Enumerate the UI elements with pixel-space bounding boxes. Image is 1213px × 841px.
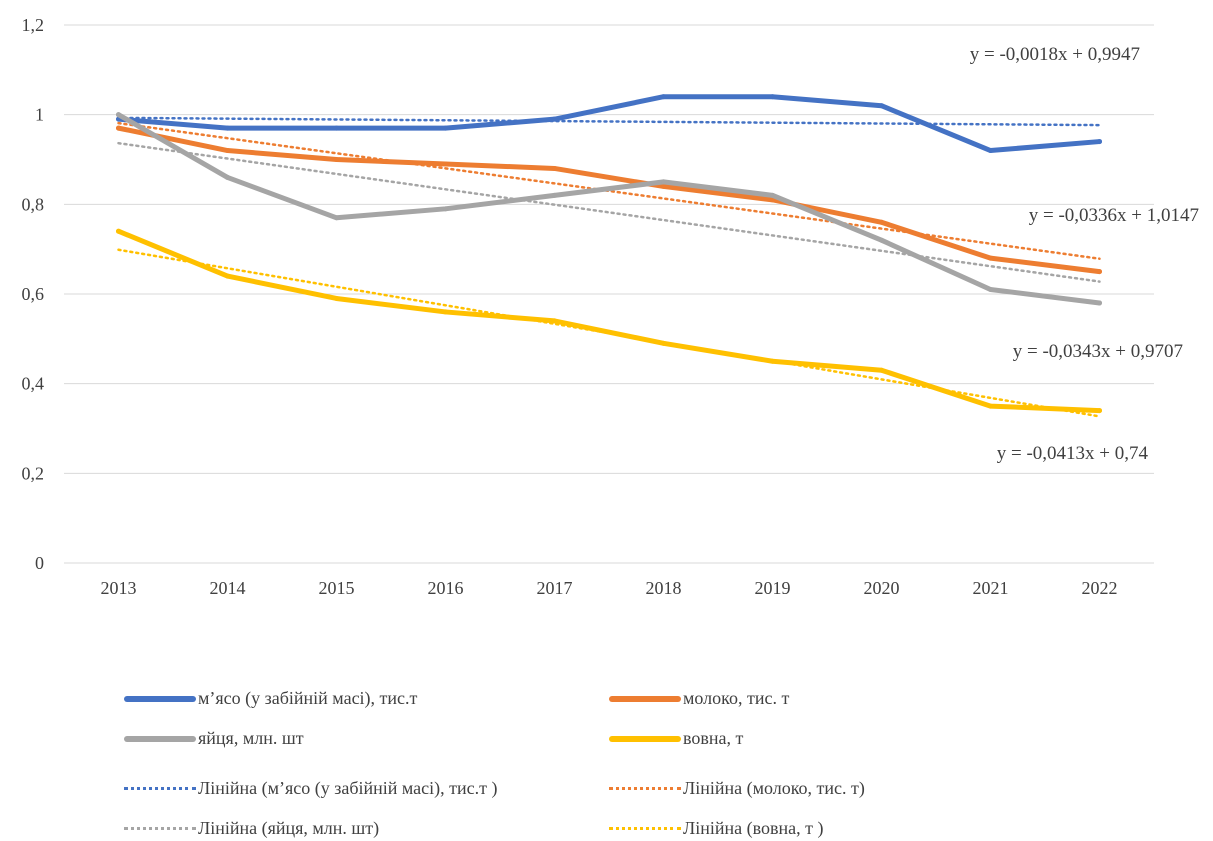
y-tick-label: 1,2: [22, 15, 45, 35]
legend-swatch-wool: [609, 733, 681, 745]
data-point-meat: [879, 103, 884, 109]
data-point-wool: [1097, 408, 1102, 414]
legend-item-trend-meat: Лінійна (м’ясо (у забійній масі), тис.т …: [124, 778, 498, 799]
data-point-eggs: [770, 192, 775, 198]
data-point-wool: [225, 273, 230, 279]
data-point-eggs: [552, 192, 557, 198]
x-tick-label: 2018: [646, 578, 682, 598]
legend-label-trend-eggs: Лінійна (яйця, млн. шт): [198, 818, 380, 838]
series-lines: [116, 94, 1102, 414]
legend-label-eggs: яйця, млн. шт: [198, 728, 304, 748]
data-point-wool: [443, 309, 448, 315]
legend-label-meat: м’ясо (у забійній масі), тис.т: [198, 688, 418, 708]
data-point-milk: [552, 165, 557, 171]
trendlines: [117, 116, 1101, 418]
legend-swatch-milk: [609, 693, 681, 705]
data-point-eggs: [1097, 300, 1102, 306]
data-point-meat: [225, 125, 230, 131]
legend-label-trend-meat: Лінійна (м’ясо (у забійній масі), тис.т …: [198, 778, 498, 798]
legend-item-trend-eggs: Лінійна (яйця, млн. шт): [124, 818, 379, 839]
series-line-eggs: [116, 112, 1102, 306]
x-tick-label: 2022: [1082, 578, 1118, 598]
data-point-milk: [879, 219, 884, 225]
legend-swatch-meat: [124, 693, 196, 705]
data-point-meat: [443, 125, 448, 131]
data-point-meat: [988, 148, 993, 154]
legend-item-trend-wool: Лінійна (вовна, т ): [609, 818, 823, 839]
data-point-wool: [116, 228, 121, 234]
x-tick-label: 2014: [210, 578, 246, 598]
data-point-milk: [988, 255, 993, 261]
data-point-meat: [661, 94, 666, 100]
x-tick-label: 2015: [319, 578, 355, 598]
data-point-wool: [661, 340, 666, 346]
x-tick-label: 2017: [537, 578, 573, 598]
y-tick-label: 0,2: [22, 463, 45, 483]
data-point-meat: [770, 94, 775, 100]
legend-label-trend-wool: Лінійна (вовна, т ): [683, 818, 824, 838]
legend-label-milk: молоко, тис. т: [683, 688, 790, 708]
data-point-meat: [334, 125, 339, 131]
trendline-meat: [117, 116, 1101, 127]
data-point-milk: [661, 183, 666, 189]
legend-label-trend-milk: Лінійна (молоко, тис. т): [683, 778, 865, 798]
trend-equation-eggs: y = -0,0343x + 0,9707: [1013, 341, 1183, 362]
data-point-wool: [552, 318, 557, 324]
legend-item-milk: молоко, тис. т: [609, 688, 789, 709]
trend-equation-milk: y = -0,0336x + 1,0147: [1029, 205, 1199, 226]
x-tick-label: 2021: [973, 578, 1009, 598]
data-point-eggs: [116, 112, 121, 118]
trend-equation-wool: y = -0,0413x + 0,74: [997, 443, 1149, 464]
data-point-wool: [988, 403, 993, 409]
data-point-meat: [1097, 139, 1102, 145]
data-point-meat: [552, 116, 557, 122]
legend-item-trend-milk: Лінійна (молоко, тис. т): [609, 778, 865, 799]
data-point-eggs: [334, 215, 339, 221]
data-point-wool: [334, 295, 339, 301]
data-point-milk: [116, 125, 121, 131]
legend-item-wool: вовна, т: [609, 728, 743, 749]
legend-swatch-trend-wool: [609, 823, 681, 835]
line-chart: 00,20,40,60,811,2 2013 2014 2015 2016 2017 20…: [22, 15, 1200, 598]
data-point-wool: [770, 358, 775, 364]
legend-swatch-trend-meat: [124, 783, 196, 795]
data-point-milk: [1097, 269, 1102, 275]
legend-swatch-eggs: [124, 733, 196, 745]
y-tick-label: 1: [35, 105, 44, 125]
y-tick-label: 0: [35, 553, 44, 573]
data-point-milk: [334, 157, 339, 162]
x-tick-label: 2013: [101, 578, 137, 598]
legend-item-meat: м’ясо (у забійній масі), тис.т: [124, 688, 417, 709]
y-tick-label: 0,6: [22, 284, 45, 304]
y-tick-label: 0,8: [22, 194, 45, 214]
x-tick-label: 2016: [428, 578, 464, 598]
x-tick-label: 2020: [864, 578, 900, 598]
trendline-eggs: [117, 141, 1101, 283]
data-point-wool: [879, 367, 884, 373]
data-point-eggs: [988, 287, 993, 293]
x-axis-ticks: 2013 2014 2015 2016 2017 2018 2019 2020 2021 2022: [101, 578, 1118, 598]
data-point-eggs: [879, 237, 884, 243]
data-point-milk: [225, 148, 230, 154]
y-tick-label: 0,4: [22, 374, 45, 394]
trend-equation-meat: y = -0,0018x + 0,9947: [970, 44, 1140, 65]
series-line-meat: [116, 94, 1102, 154]
legend-swatch-trend-milk: [609, 783, 681, 795]
data-point-eggs: [443, 206, 448, 212]
data-point-eggs: [225, 174, 230, 180]
series-line-milk: [116, 125, 1102, 275]
gridlines: [64, 24, 1154, 564]
y-axis-ticks: 0 0,2 0,4 0,6 0,8 1 1,2: [22, 15, 45, 573]
data-point-eggs: [661, 179, 666, 185]
data-point-milk: [770, 197, 775, 203]
legend-item-eggs: яйця, млн. шт: [124, 728, 304, 749]
trend-equations: y = -0,0018x + 0,9947 y = -0,0336x + 1,01…: [970, 44, 1199, 464]
x-tick-label: 2019: [755, 578, 791, 598]
legend-label-wool: вовна, т: [683, 728, 744, 748]
legend: м’ясо (у забійній масі), тис.т молоко, т…: [0, 680, 1213, 840]
data-point-milk: [443, 161, 448, 167]
series-line-wool: [116, 228, 1102, 414]
legend-swatch-trend-eggs: [124, 823, 196, 835]
